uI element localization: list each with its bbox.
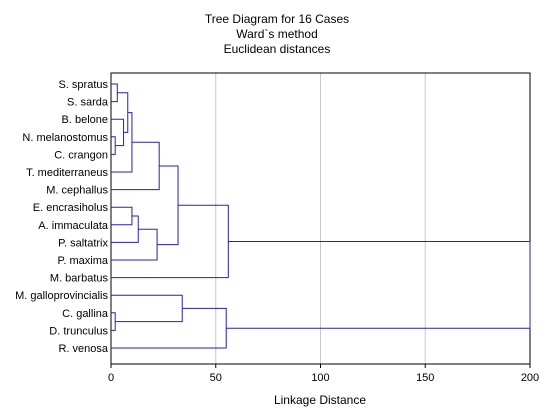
dendrogram-link bbox=[111, 206, 133, 226]
dendrogram-link bbox=[111, 215, 139, 243]
x-tick-label: 50 bbox=[210, 372, 222, 384]
dendrogram-link bbox=[111, 307, 227, 349]
leaf-label: E. encrasiholus bbox=[33, 202, 109, 214]
x-tick-label: 200 bbox=[521, 372, 539, 384]
leaf-label: S. spratus bbox=[58, 79, 108, 91]
leaf-label: S. sarda bbox=[67, 97, 109, 109]
leaf-label: C. crangon bbox=[54, 149, 108, 161]
leaf-label: N. melanostomus bbox=[22, 132, 108, 144]
chart-title-line-3: Euclidean distances bbox=[224, 42, 331, 56]
dendrogram-link bbox=[111, 83, 118, 103]
x-axis-ticks: 0 50 100 150 200 bbox=[108, 364, 539, 384]
dendrogram-link bbox=[111, 118, 125, 147]
x-tick-label: 100 bbox=[311, 372, 329, 384]
x-tick-label: 150 bbox=[416, 372, 434, 384]
x-axis-label: Linkage Distance bbox=[274, 393, 366, 407]
chart-title-line-1: Tree Diagram for 16 Cases bbox=[205, 12, 349, 26]
x-tick-label: 0 bbox=[108, 372, 114, 384]
dendrogram-link bbox=[111, 136, 116, 155]
leaf-label: M. galloprovincialis bbox=[15, 290, 108, 302]
chart-title-line-2: Ward`s method bbox=[236, 27, 318, 41]
dendrogram-link bbox=[111, 112, 133, 173]
dendrogram-link bbox=[111, 228, 158, 261]
leaf-label: M. barbatus bbox=[50, 273, 109, 285]
dendrogram-link bbox=[157, 165, 179, 246]
dendrogram-link bbox=[111, 141, 160, 191]
leaf-label: T. mediterraneus bbox=[26, 167, 108, 179]
leaf-labels: S. spratus S. sarda B. belone N. melanostom… bbox=[15, 79, 109, 355]
dendrogram-link bbox=[111, 204, 229, 279]
dendrogram-links bbox=[111, 83, 531, 349]
leaf-label: M. cephallus bbox=[46, 185, 108, 197]
vertical-gridlines bbox=[215, 73, 426, 364]
leaf-label: R. venosa bbox=[58, 343, 108, 355]
leaf-label: C. gallina bbox=[62, 308, 109, 320]
leaf-label: P. saltatrix bbox=[58, 237, 108, 249]
leaf-label: A. immaculata bbox=[38, 220, 109, 232]
dendrogram-link bbox=[117, 92, 129, 133]
leaf-label: B. belone bbox=[62, 114, 108, 126]
dendrogram-link bbox=[111, 294, 183, 323]
dendrogram-link bbox=[111, 312, 116, 331]
dendrogram-link bbox=[226, 240, 531, 329]
leaf-label: P. maxima bbox=[57, 255, 108, 267]
leaf-label: D. trunculus bbox=[49, 325, 108, 337]
